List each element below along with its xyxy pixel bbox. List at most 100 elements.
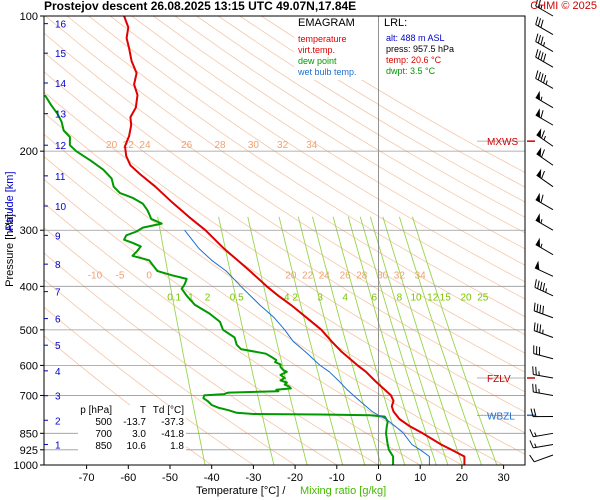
legend-item-dew-point: dew point: [298, 56, 376, 67]
mixing-ratio-line: [279, 217, 343, 465]
x-tick-label: 0: [375, 472, 381, 484]
lrl-temperature: temp: 20.6 °C: [386, 55, 480, 66]
wind-barb-pennant: [536, 193, 540, 202]
wind-barb: [536, 17, 553, 35]
wind-barb-half-feather: [546, 288, 547, 292]
altitude-tick-label: 13: [55, 110, 67, 121]
marker-label-fzlv: FZLV: [487, 374, 511, 385]
y-tick-label: 850: [20, 428, 38, 440]
adiabat-label: 22: [302, 270, 314, 281]
altitude-tick-label: 1: [55, 440, 61, 451]
wind-barb-feather: [536, 384, 537, 392]
adiabat-label: 30: [248, 140, 260, 151]
altitude-tick-label: 5: [55, 341, 61, 352]
wind-barb-feather: [535, 279, 537, 287]
wind-barb-feather: [537, 324, 538, 332]
mixing-ratio-label: 15: [440, 292, 452, 303]
adiabat-label: -10: [88, 270, 103, 281]
wind-barb-half-feather: [541, 244, 542, 248]
adiabat-label: 26: [181, 140, 193, 151]
lrl-title: LRL:: [384, 18, 480, 29]
wind-barb-feather: [530, 440, 533, 448]
wind-barb: [535, 261, 553, 277]
altitude-tick-label: 2: [55, 416, 61, 427]
wind-barb-feather: [536, 367, 537, 375]
wind-barb-pennant: [536, 91, 540, 100]
mixing-ratio-lines: 0.1 1 2 0.5 4 2 3 4 6 8 10 12 15 20 25: [158, 217, 497, 465]
y-axis-title-altitude: Altitude [km]: [4, 132, 16, 232]
y-tick-label: 300: [20, 225, 38, 237]
table-cell: 850: [78, 441, 114, 453]
x-axis-title-mixing-ratio: Mixing ratio [g/kg]: [300, 485, 386, 497]
wind-barb: [530, 455, 553, 462]
x-tick-label: 20: [456, 472, 468, 484]
wind-barb-half-feather: [535, 444, 537, 448]
x-tick-label: -50: [162, 472, 178, 484]
wind-barb-pennant: [537, 128, 542, 137]
legend-item-wet-bulb: wet bulb temp.: [298, 67, 376, 78]
wind-barb: [534, 322, 553, 337]
wind-barb-feather: [537, 304, 538, 312]
wind-barb-feather: [540, 282, 542, 290]
x-tick-label: -20: [287, 472, 303, 484]
altitude-tick-label: 6: [55, 315, 61, 326]
mixing-ratio-line: [248, 217, 307, 465]
wind-barb-feather: [538, 281, 540, 289]
levels-table: p [hPa] T Td [°C] 500 -13.7 -37.3 700 3.…: [78, 405, 186, 453]
wind-barb-feather: [541, 74, 543, 82]
altitude-tick-label: 11: [55, 172, 66, 183]
wind-barb: [536, 49, 553, 67]
y-tick-label: 700: [20, 390, 38, 402]
dry-adiabat-line: [261, 16, 600, 465]
wind-barb-half-feather: [541, 219, 542, 223]
wind-barb: [536, 91, 553, 108]
wind-barb: [534, 345, 553, 358]
wind-barb-feather: [536, 49, 538, 57]
table-cell: 500: [78, 417, 114, 429]
mixing-ratio-label: 0.1: [167, 292, 181, 303]
wind-barb-pennant: [536, 108, 540, 117]
y-tick-label: 200: [20, 146, 38, 158]
wind-barb-feather: [530, 429, 533, 437]
levels-table-row: 700 3.0 -41.8: [78, 429, 186, 441]
adiabat-label: 20: [285, 270, 297, 281]
wind-barb: [536, 71, 553, 89]
table-header-p: p [hPa]: [78, 405, 114, 417]
wind-barbs: [530, 0, 553, 462]
altitude-tick-label: 10: [55, 202, 67, 213]
wind-barb-pennant: [536, 213, 540, 222]
legend-box: EMAGRAM temperature virt.temp. dew point…: [294, 18, 376, 80]
adiabat-label: 0: [146, 270, 152, 281]
marker-label-wbzl: WBZL: [487, 411, 515, 422]
wind-barb-half-feather: [535, 433, 537, 437]
mixing-ratio-label: 0.5: [230, 292, 244, 303]
wind-barb-feather: [536, 34, 538, 42]
x-tick-label: -70: [79, 472, 95, 484]
wind-barb-pennant: [536, 238, 540, 247]
wind-barb-feather: [544, 54, 546, 62]
table-cell: -41.8: [146, 429, 184, 441]
wind-barb-feather: [536, 71, 538, 79]
legend-item-virt-temp: virt.temp.: [298, 45, 376, 56]
adiabat-label: 28: [214, 140, 226, 151]
wind-barb-feather: [541, 110, 543, 118]
wind-barb-feather: [538, 35, 540, 43]
dry-adiabat-line: [0, 16, 337, 465]
y-tick-label: 1000: [14, 460, 38, 472]
mixing-ratio-label: 12: [427, 292, 439, 303]
table-header-td: Td [°C]: [146, 405, 184, 417]
wind-barb-feather: [538, 51, 540, 59]
mixing-ratio-label: 20: [461, 292, 473, 303]
x-tick-label: -40: [204, 472, 220, 484]
mixing-ratio-label: 2: [205, 292, 211, 303]
wind-barb: [536, 34, 553, 52]
mixing-ratio-label: 8: [397, 292, 403, 303]
wind-barb-half-feather: [546, 81, 547, 85]
x-tick-label: 10: [414, 472, 426, 484]
table-header-t: T: [114, 405, 146, 417]
wind-barb-feather: [542, 131, 545, 139]
dry-adiabat-line: [24, 16, 600, 465]
wind-barb: [536, 193, 553, 210]
wind-barb-feather: [536, 17, 538, 25]
table-cell: -13.7: [114, 417, 146, 429]
